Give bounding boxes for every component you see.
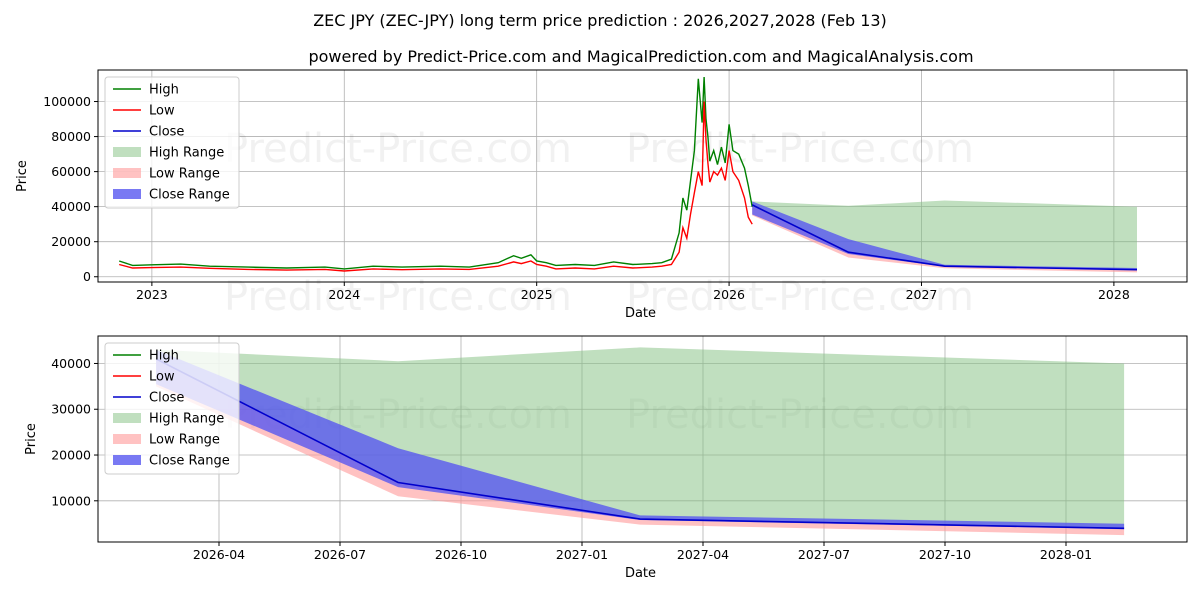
- x-tick-label: 2026-10: [435, 547, 487, 562]
- y-tick-label: 20000: [51, 448, 91, 463]
- legend-label: Low Range: [149, 167, 220, 182]
- legend-label: Low: [149, 370, 175, 385]
- y-tick-label: 40000: [51, 356, 91, 371]
- x-tick-label: 2027: [906, 287, 938, 302]
- y-tick-label: 20000: [51, 234, 91, 249]
- low-range-area: [752, 204, 1137, 273]
- legend: High Low Close High Range Low Range Close Ran…: [104, 76, 240, 209]
- legend-swatch-patch: [113, 147, 141, 157]
- close-series-line: [155, 358, 1125, 530]
- watermark-text: Predict-Price.com: [224, 274, 572, 320]
- x-tick-label: 2027-10: [919, 547, 971, 562]
- close-range-area: [156, 349, 1125, 530]
- legend-label: Close Range: [149, 454, 230, 469]
- legend-swatch-patch: [113, 413, 141, 423]
- chart-panel-top: Predict-Price.com Predict-Price.com Predic…: [15, 69, 1188, 321]
- x-tick-label: 2026-04: [193, 547, 245, 562]
- high-range-area: [752, 200, 1137, 270]
- legend-label: High: [149, 349, 179, 364]
- legend-swatch-patch: [113, 434, 141, 444]
- y-tick-label: 80000: [51, 129, 91, 144]
- plot-area: [155, 347, 1125, 536]
- x-tick-label: 2026: [713, 287, 745, 302]
- x-tick-label: 2027-07: [798, 547, 850, 562]
- legend-swatch-patch: [113, 189, 141, 199]
- legend-label: High Range: [149, 412, 224, 427]
- legend-swatch-patch: [113, 168, 141, 178]
- chart-subtitle: powered by Predict-Price.com and Magical…: [308, 47, 973, 66]
- y-tick-label: 100000: [43, 94, 91, 109]
- legend-label: Close: [149, 125, 184, 140]
- legend-label: High Range: [149, 146, 224, 161]
- x-tick-label: 2025: [521, 287, 553, 302]
- y-axis-title: Price: [15, 160, 30, 192]
- plot-area: [118, 76, 1138, 273]
- watermark-text: Predict-Price.com: [224, 126, 572, 172]
- high-range-area: [156, 347, 1125, 529]
- legend-label: Close Range: [149, 188, 230, 203]
- y-axis-title: Price: [24, 423, 39, 455]
- watermark-text: Predict-Price.com: [626, 126, 974, 172]
- y-tick-label: 10000: [51, 493, 91, 508]
- x-tick-label: 2023: [136, 287, 168, 302]
- plot-frame: [97, 69, 1188, 283]
- x-tick-label: 2024: [328, 287, 360, 302]
- y-tick-label: 40000: [51, 199, 91, 214]
- y-tick-label: 60000: [51, 164, 91, 179]
- high-series-line: [118, 76, 753, 270]
- y-tick-label: 30000: [51, 402, 91, 417]
- low-series-line: [119, 101, 753, 272]
- close-series-line: [751, 204, 1138, 271]
- x-tick-label: 2027-01: [556, 547, 608, 562]
- chart-panel-bottom: Predict-Price.comPredict-Price.com2026-0…: [24, 335, 1188, 581]
- chart-title: ZEC JPY (ZEC-JPY) long term price predic…: [313, 11, 887, 30]
- x-axis-title: Date: [625, 306, 656, 321]
- legend-label: Low Range: [149, 433, 220, 448]
- legend: High Low Close High Range Low Range Close Ran…: [104, 342, 240, 475]
- x-tick-label: 2028: [1098, 287, 1130, 302]
- x-tick-label: 2027-04: [677, 547, 729, 562]
- legend-label: Low: [149, 104, 175, 119]
- low-range-area: [156, 358, 1125, 536]
- x-axis-title: Date: [625, 566, 656, 581]
- legend-label: High: [149, 83, 179, 98]
- plot-frame: [97, 335, 1188, 543]
- x-tick-label: 2028-01: [1040, 547, 1092, 562]
- legend-label: Close: [149, 391, 184, 406]
- legend-swatch-patch: [113, 455, 141, 465]
- x-tick-label: 2026-07: [314, 547, 366, 562]
- y-tick-label: 0: [83, 269, 91, 284]
